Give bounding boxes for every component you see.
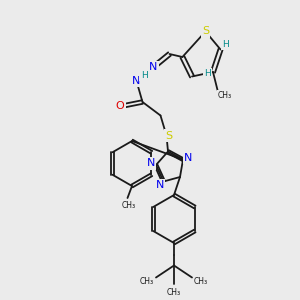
Text: S: S — [165, 130, 172, 141]
Text: N: N — [184, 153, 193, 163]
Text: H: H — [204, 69, 211, 78]
Text: N: N — [149, 62, 157, 73]
Text: CH₃: CH₃ — [194, 278, 208, 286]
Text: O: O — [116, 100, 124, 111]
Text: N: N — [156, 180, 164, 190]
Text: S: S — [202, 26, 209, 37]
Text: H: H — [141, 71, 147, 80]
Text: N: N — [132, 76, 141, 86]
Text: CH₃: CH₃ — [122, 201, 136, 210]
Text: H: H — [223, 40, 229, 49]
Text: CH₃: CH₃ — [167, 288, 181, 297]
Text: CH₃: CH₃ — [140, 278, 154, 286]
Text: CH₃: CH₃ — [218, 91, 232, 100]
Text: N: N — [146, 158, 155, 169]
